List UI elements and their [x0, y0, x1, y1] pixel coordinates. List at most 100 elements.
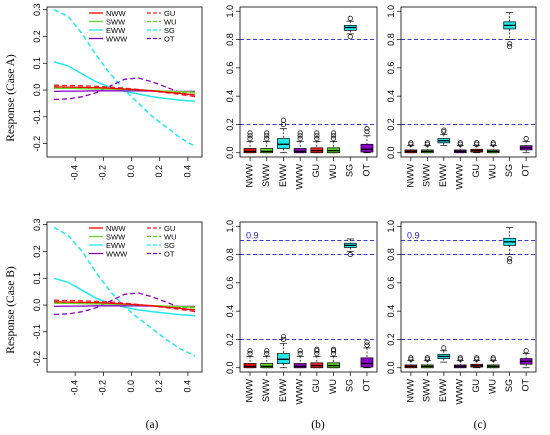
- box-www: [293, 348, 307, 369]
- outlier-point: [507, 44, 513, 50]
- panel-label-a: (a): [146, 419, 159, 431]
- outlier-point: [457, 356, 463, 362]
- box-nww: [404, 355, 418, 369]
- x-tick-label: -0.4: [70, 380, 80, 396]
- outlier-point: [490, 356, 496, 362]
- outlier-point: [424, 355, 430, 361]
- x-tick-label: SG: [345, 379, 355, 392]
- x-tick-label: NWW: [244, 164, 254, 188]
- outlier-point: [297, 130, 303, 136]
- outlier-point: [408, 356, 414, 362]
- series-line-eww: [53, 277, 196, 317]
- legend-label-ot: OT: [164, 34, 175, 43]
- box-www: [453, 140, 467, 154]
- box-ot: [360, 339, 374, 369]
- panel-label-b: (b): [311, 419, 325, 431]
- box-sg: [343, 15, 357, 40]
- box-ot: [360, 126, 374, 154]
- chart-a-top: 0.3 0.2 0.1 0.0 -0.1 -0.2 -0.4 -0.2 0.0 0.2 0.4 NWW…: [32, 3, 203, 181]
- x-tick-label: WWW: [455, 378, 465, 404]
- x-tick-label: EWW: [278, 164, 288, 187]
- box-wu: [327, 130, 340, 154]
- outlier-point: [490, 355, 496, 361]
- y-tick-label: 0.8: [386, 248, 396, 261]
- legend-label-sww: SWW: [106, 17, 126, 26]
- box-body: [360, 357, 374, 368]
- y-tick-label: 0.4: [225, 305, 235, 318]
- box-wu: [327, 346, 340, 369]
- y-tick-label: 0.6: [225, 62, 235, 75]
- plot-frame: [400, 221, 537, 373]
- legend-label-sg: SG: [164, 26, 175, 35]
- y-tick-label: 0.0: [32, 84, 42, 97]
- box-sg: [503, 12, 516, 50]
- outlier-point: [441, 345, 447, 351]
- box-gu: [310, 130, 324, 154]
- chart-b-top: 0.0 0.2 0.4 0.6 0.8 1.0 NWW SWW EWW WWW GU WU SG OT: [225, 5, 378, 189]
- x-tick-label: OT: [361, 378, 371, 391]
- plot-frame: [239, 221, 378, 373]
- x-tick-label: 0.2: [154, 380, 164, 393]
- box-sg: [503, 227, 516, 265]
- outlier-point: [297, 136, 303, 142]
- legend-label-www: WWW: [106, 34, 128, 43]
- legend-label-gu: GU: [164, 224, 175, 233]
- legend-label-eww: EWW: [106, 241, 126, 250]
- outlier-point: [507, 256, 513, 262]
- outlier-point: [280, 336, 286, 343]
- box-body: [243, 148, 257, 154]
- outlier-point: [297, 133, 303, 139]
- outlier-point: [490, 141, 496, 147]
- box-nww: [243, 130, 257, 154]
- outlier-point: [523, 348, 529, 354]
- outlier-point: [331, 130, 337, 136]
- y-tick-label: 0.2: [386, 118, 396, 131]
- y-tick-label: 0.2: [386, 333, 396, 346]
- outlier-point: [264, 348, 270, 354]
- plot-frame: [400, 6, 537, 158]
- outlier-point: [314, 346, 320, 352]
- box-body: [243, 363, 257, 369]
- outlier-point: [408, 141, 414, 147]
- box-body: [277, 138, 290, 149]
- box-nww: [404, 140, 418, 154]
- y-tick-label: 0.6: [386, 62, 396, 75]
- outlier-point: [314, 136, 320, 142]
- x-tick-label: GU: [471, 164, 481, 178]
- box-gu: [310, 346, 324, 369]
- outlier-point: [424, 140, 430, 146]
- outlier-point: [347, 34, 353, 40]
- y-tick-label: 0.4: [386, 90, 396, 103]
- outlier-point: [457, 140, 463, 146]
- x-tick-label: 0.0: [126, 165, 136, 178]
- box-sww: [421, 355, 434, 369]
- x-tick-label: OT: [520, 378, 530, 391]
- x-tick-label: WWW: [295, 378, 305, 404]
- y-tick-label: 0.3: [32, 218, 42, 231]
- legend-label-eww: EWW: [106, 26, 126, 35]
- outlier-point: [364, 126, 370, 132]
- outlier-point: [331, 136, 337, 142]
- x-tick-label: SWW: [261, 164, 271, 187]
- x-tick-label: GU: [471, 379, 481, 393]
- box-www: [293, 130, 307, 154]
- reference-line-label: 0.9: [246, 230, 259, 240]
- y-tick-label: 0.0: [225, 361, 235, 374]
- legend-label-www: WWW: [106, 249, 128, 258]
- chart-c-bottom: 0.0 0.2 0.4 0.6 0.8 1.0 0.9 NWW SWW EWW WWW GU WU SG O…: [386, 220, 537, 404]
- outlier-point: [247, 130, 253, 136]
- x-tick-label: -0.4: [70, 165, 80, 181]
- box-ot: [519, 136, 533, 154]
- y-tick-label: 0.8: [386, 33, 396, 46]
- outlier-point: [314, 133, 320, 139]
- y-tick-label: 0.4: [386, 305, 396, 318]
- y-tick-label: -0.1: [32, 109, 42, 125]
- box-eww: [277, 334, 290, 369]
- box-wu: [486, 140, 500, 154]
- x-tick-label: OT: [520, 163, 530, 176]
- plot-frame: [46, 6, 203, 158]
- y-tick-label: 1.0: [386, 5, 396, 18]
- y-tick-label: 0.0: [386, 361, 396, 374]
- series-line-nww: [53, 86, 196, 96]
